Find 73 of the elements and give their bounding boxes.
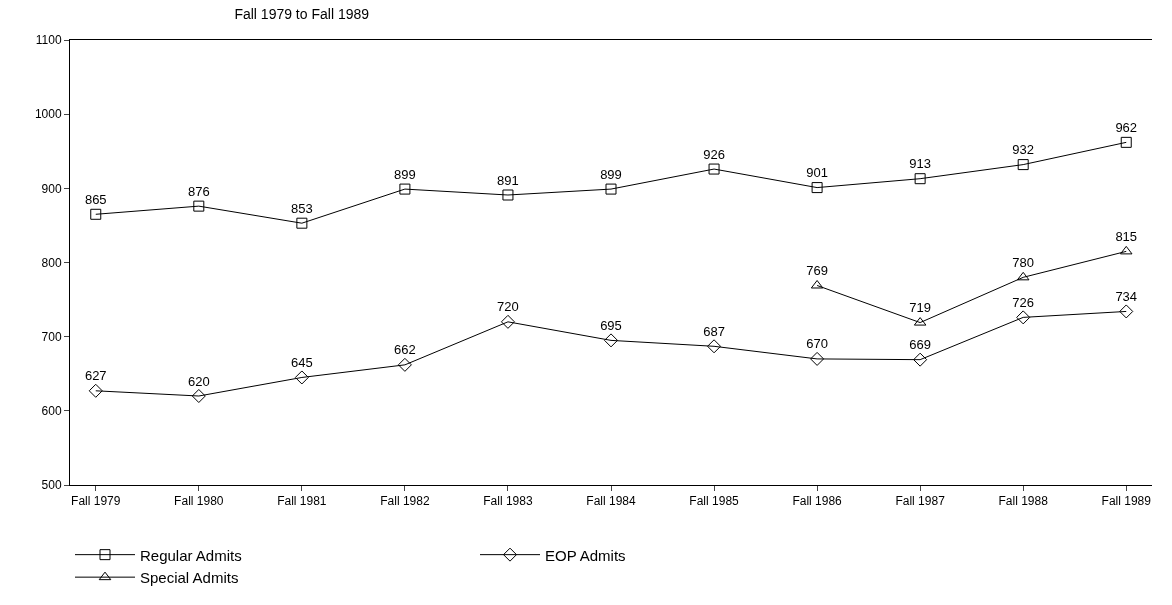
y-tick-label: 1000 xyxy=(34,107,62,122)
y-tick-label: 900 xyxy=(41,181,62,196)
point xyxy=(810,351,825,366)
legend-label: Regular Admits xyxy=(140,546,242,564)
data-label: 645 xyxy=(291,354,313,370)
point xyxy=(810,279,824,289)
point xyxy=(397,357,412,372)
y-tick-label: 800 xyxy=(41,255,62,270)
x-tick-label: Fall 1979 xyxy=(71,494,121,509)
point xyxy=(1119,304,1134,319)
x-tick-label: Fall 1981 xyxy=(277,494,327,509)
data-label: 815 xyxy=(1115,228,1138,244)
legend-label: EOP Admits xyxy=(545,546,626,564)
point xyxy=(500,314,515,329)
point xyxy=(1016,271,1030,281)
x-tick-label: Fall 1985 xyxy=(689,494,740,509)
x-tick-label: Fall 1989 xyxy=(1101,494,1152,509)
data-label: 780 xyxy=(1012,254,1035,270)
point xyxy=(1017,159,1029,171)
point xyxy=(1120,136,1132,148)
chart-title: Fall 1979 to Fall 1989 xyxy=(234,5,370,22)
data-label: 734 xyxy=(1115,288,1138,304)
data-label: 662 xyxy=(394,342,416,358)
point xyxy=(605,183,617,195)
data-label: 876 xyxy=(187,183,210,199)
y-tick-label: 600 xyxy=(41,404,62,419)
x-tick-label: Fall 1980 xyxy=(174,494,224,509)
x-tick-label: Fall 1988 xyxy=(998,494,1049,509)
data-label: 853 xyxy=(291,200,313,216)
point xyxy=(913,352,928,367)
point xyxy=(707,339,722,354)
data-label: 901 xyxy=(806,165,828,181)
data-label: 720 xyxy=(497,299,519,315)
y-tick-label: 1100 xyxy=(35,33,62,48)
point xyxy=(296,217,308,229)
data-label: 899 xyxy=(394,166,416,182)
x-tick-label: Fall 1984 xyxy=(586,494,636,509)
point xyxy=(193,200,205,212)
data-label: 627 xyxy=(84,368,107,384)
x-tick-label: Fall 1983 xyxy=(483,494,533,509)
y-tick-label: 700 xyxy=(41,329,62,344)
data-label: 695 xyxy=(600,317,622,333)
legend-label: Special Admits xyxy=(140,569,239,586)
x-tick-label: Fall 1986 xyxy=(792,494,843,509)
data-label: 769 xyxy=(806,262,828,278)
point xyxy=(811,182,823,194)
data-label: 719 xyxy=(909,300,931,316)
point xyxy=(90,208,102,220)
point xyxy=(1016,310,1031,325)
data-label: 726 xyxy=(1012,294,1035,310)
x-tick-label: Fall 1982 xyxy=(380,494,430,509)
data-label: 620 xyxy=(187,373,210,389)
point xyxy=(191,389,206,403)
point xyxy=(88,383,103,398)
point xyxy=(399,183,411,195)
data-label: 926 xyxy=(703,146,725,162)
data-label: 687 xyxy=(703,323,725,339)
point xyxy=(502,189,514,201)
data-label: 891 xyxy=(497,172,519,188)
data-label: 913 xyxy=(909,156,931,172)
x-tick-label: Fall 1987 xyxy=(895,494,946,509)
data-label: 962 xyxy=(1115,119,1138,135)
data-label: 865 xyxy=(84,191,107,207)
point xyxy=(708,163,720,175)
point xyxy=(1119,245,1133,255)
data-label: 932 xyxy=(1012,142,1035,158)
point xyxy=(604,333,618,348)
data-label: 899 xyxy=(600,166,622,182)
point xyxy=(294,370,309,385)
data-label: 669 xyxy=(909,337,931,353)
y-tick-label: 500 xyxy=(41,478,62,493)
data-label: 670 xyxy=(806,336,828,352)
point xyxy=(914,173,926,185)
